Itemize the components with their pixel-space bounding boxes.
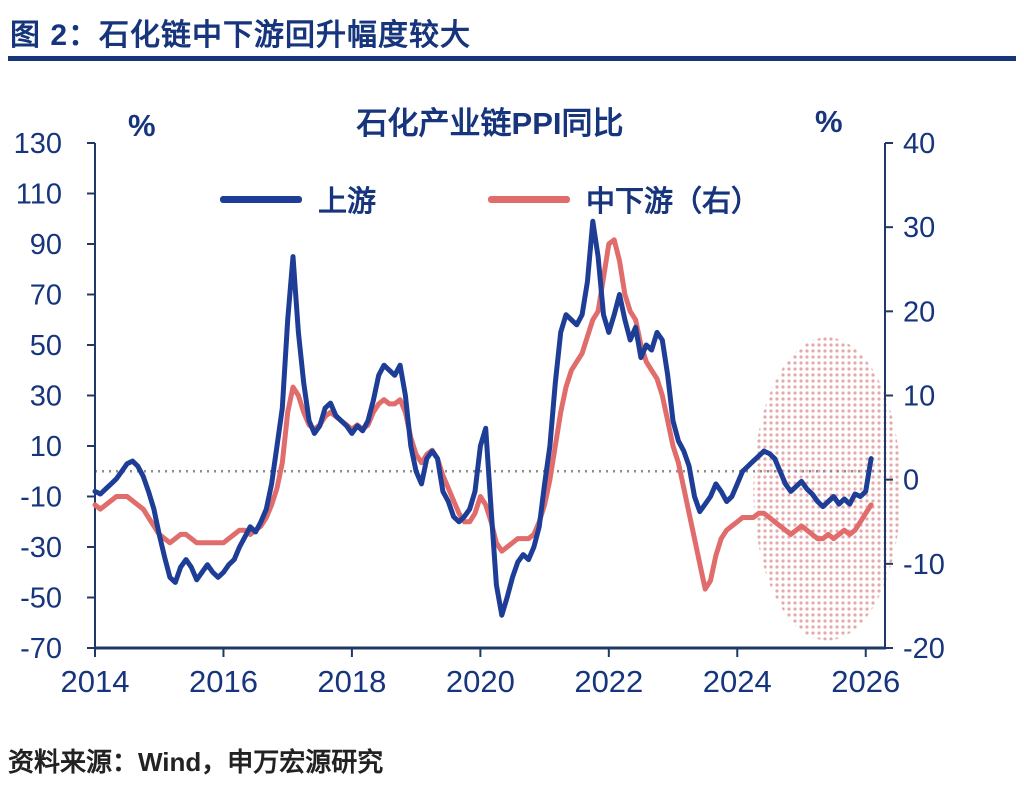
chart-legend: 上游 中下游（右） xyxy=(95,178,885,220)
svg-text:-50: -50 xyxy=(20,583,62,615)
svg-text:40: 40 xyxy=(903,128,935,160)
svg-text:-30: -30 xyxy=(20,532,62,564)
upstream-line-swatch xyxy=(219,195,302,203)
svg-text:30: 30 xyxy=(30,381,62,413)
svg-text:50: 50 xyxy=(30,330,62,362)
svg-text:-70: -70 xyxy=(20,633,62,665)
title-underline xyxy=(8,56,1016,61)
svg-text:110: 110 xyxy=(16,179,62,211)
svg-text:20: 20 xyxy=(903,296,935,328)
figure-title: 图 2：石化链中下游回升幅度较大 xyxy=(10,19,472,52)
svg-text:2026: 2026 xyxy=(831,664,900,699)
svg-text:90: 90 xyxy=(30,229,62,261)
svg-text:2024: 2024 xyxy=(703,664,772,699)
svg-text:10: 10 xyxy=(903,381,935,413)
legend-downstream-label: 中下游（右） xyxy=(586,186,761,218)
svg-text:2016: 2016 xyxy=(189,664,258,699)
source-note: 资料来源：Wind，申万宏源研究 xyxy=(8,747,384,777)
downstream-line-swatch xyxy=(488,195,570,203)
svg-text:2022: 2022 xyxy=(574,664,643,699)
svg-text:-10: -10 xyxy=(20,482,62,514)
svg-text:2014: 2014 xyxy=(61,664,130,699)
right-axis-unit: % xyxy=(815,104,843,139)
left-axis-unit: % xyxy=(128,108,156,143)
svg-text:0: 0 xyxy=(903,465,919,497)
legend-upstream-label: 上游 xyxy=(317,186,376,218)
svg-text:2020: 2020 xyxy=(446,664,515,699)
svg-text:130: 130 xyxy=(14,128,62,160)
svg-text:2018: 2018 xyxy=(317,664,386,699)
svg-text:30: 30 xyxy=(903,212,935,244)
svg-text:10: 10 xyxy=(30,431,62,463)
svg-text:70: 70 xyxy=(30,280,62,312)
svg-text:-10: -10 xyxy=(903,549,945,581)
chart-title: 石化产业链PPI同比 xyxy=(356,106,624,141)
svg-text:-20: -20 xyxy=(903,633,945,665)
